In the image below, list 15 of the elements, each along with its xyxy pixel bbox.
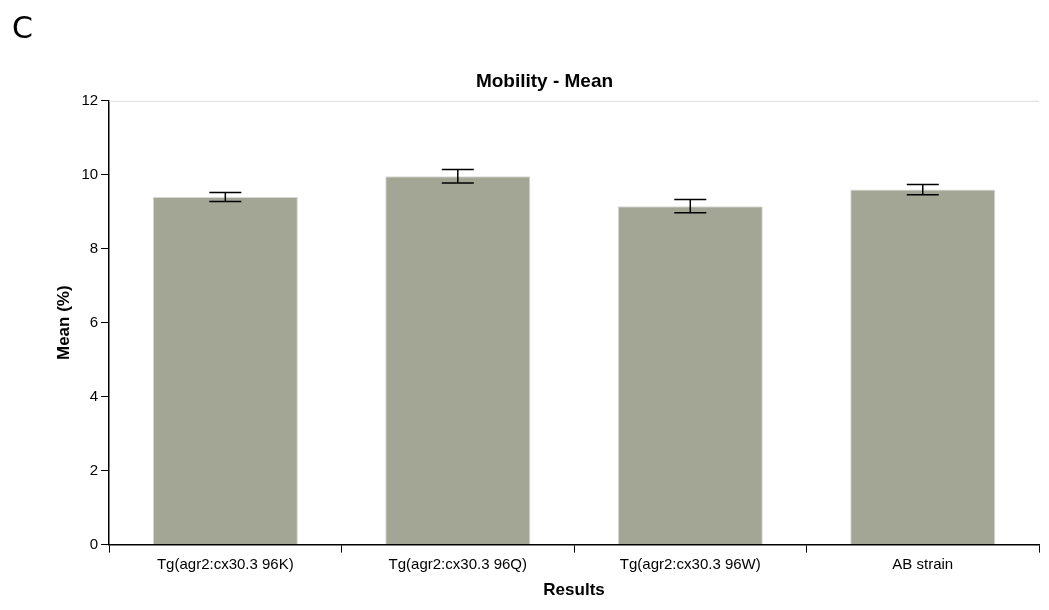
x-tick-label: Tg(agr2:cx30.3 96Q) — [388, 554, 528, 572]
y-tick-label: 6 — [89, 312, 99, 330]
y-tick-label: 2 — [89, 460, 99, 478]
x-tick-label: AB strain — [892, 554, 954, 572]
y-tick-label: 4 — [89, 386, 99, 404]
y-tick-label: 8 — [89, 238, 99, 256]
y-axis-title: Mean (%) — [53, 285, 73, 361]
y-tick-label: 0 — [89, 534, 99, 552]
chart-title: Mobility - Mean — [475, 69, 614, 91]
y-tick-label: 12 — [81, 90, 99, 108]
x-tick-label: Tg(agr2:cx30.3 96W) — [619, 554, 761, 572]
x-axis-title: Results — [543, 580, 605, 600]
x-tick-label: Tg(agr2:cx30.3 96K) — [156, 554, 294, 572]
text: C — [12, 10, 33, 45]
y-tick-label: 10 — [81, 164, 99, 182]
